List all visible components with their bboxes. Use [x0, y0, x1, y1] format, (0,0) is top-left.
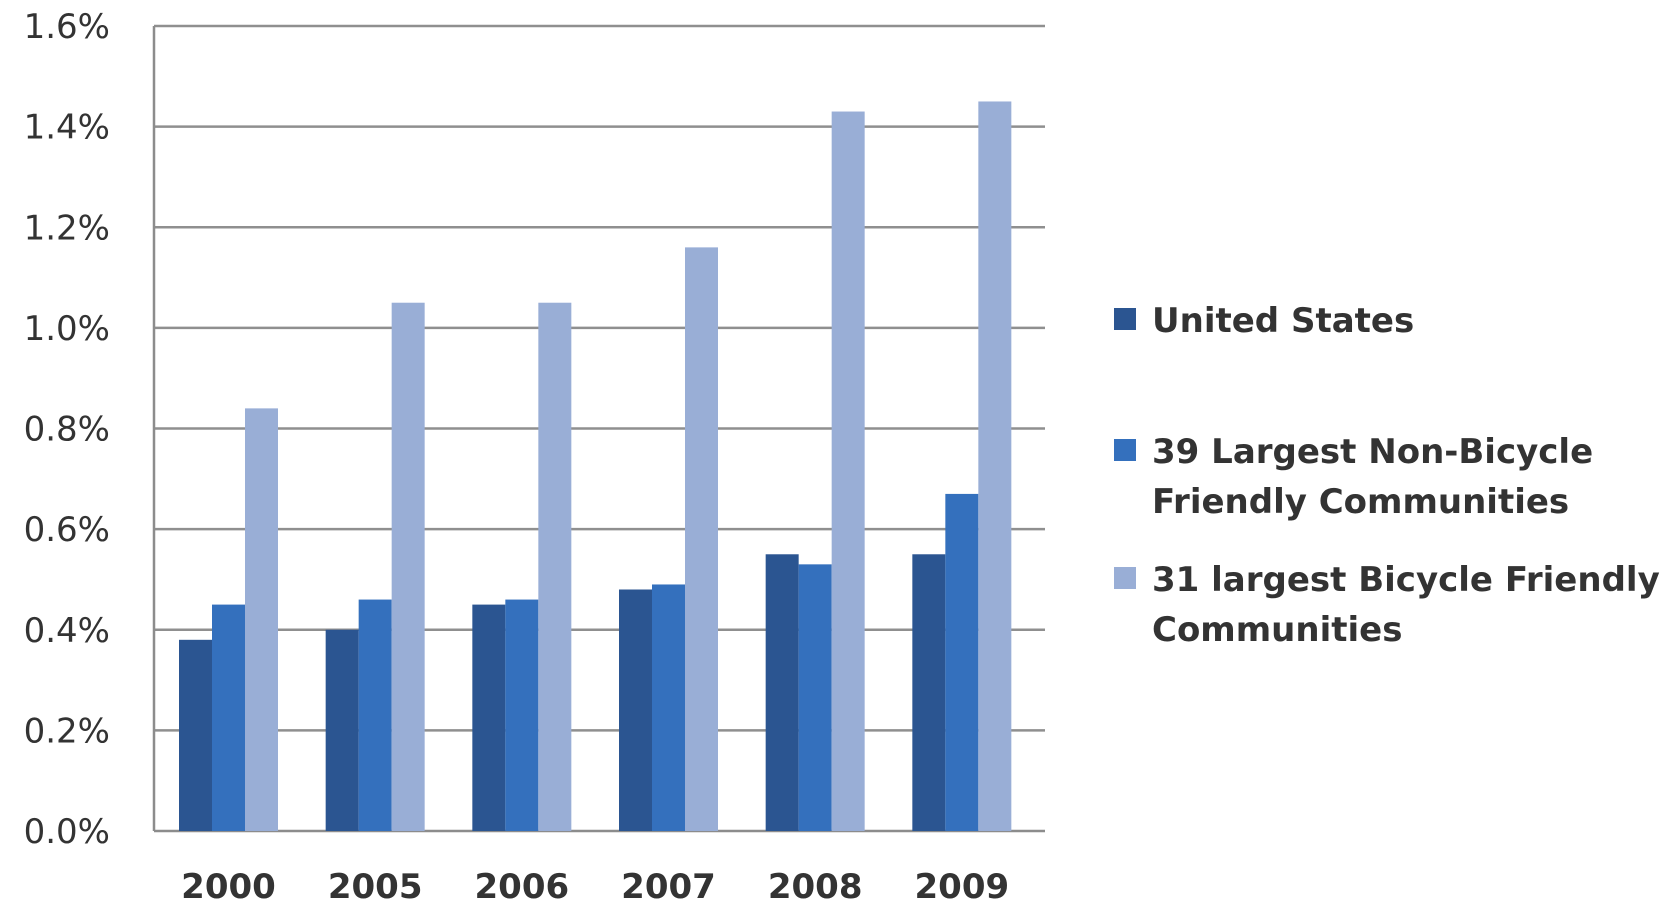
bar-2009-series-3	[978, 101, 1012, 831]
bar-2000-series-1	[179, 639, 212, 831]
x-tick-label: 2007	[621, 867, 716, 907]
x-tick-label: 2006	[475, 867, 570, 907]
bar-2009-series-1	[912, 554, 946, 831]
y-tick-label: 1.0%	[24, 309, 110, 349]
y-tick-label: 0.4%	[24, 611, 110, 651]
y-tick-label: 1.2%	[24, 208, 110, 248]
y-tick-label: 1.6%	[24, 7, 110, 47]
x-tick-label: 2000	[181, 867, 276, 907]
legend-swatch-series-2	[1114, 439, 1136, 461]
y-tick-label: 0.6%	[24, 510, 110, 550]
grid-layer	[154, 24, 1045, 833]
bar-2006-series-1	[472, 604, 506, 831]
bar-2006-series-3	[538, 302, 572, 831]
bar-2009-series-2	[945, 493, 979, 831]
y-tick-label: 1.4%	[24, 108, 110, 148]
bar-2000-series-2	[212, 604, 245, 831]
x-tick-label: 2005	[328, 867, 423, 907]
legend-label-series-1: United States	[1152, 301, 1414, 341]
y-tick-label: 0.0%	[24, 812, 110, 852]
bar-2008-series-1	[765, 554, 799, 831]
bar-2008-series-3	[831, 111, 865, 831]
y-tick-label: 0.2%	[24, 711, 110, 751]
legend-label-series-3: Communities	[1152, 610, 1402, 650]
bar-2005-series-2	[358, 599, 392, 831]
bar-2007-series-3	[685, 247, 718, 831]
bar-2008-series-2	[798, 564, 832, 831]
y-tick-label: 0.8%	[24, 410, 110, 450]
bar-2007-series-2	[652, 584, 685, 831]
x-tick-label: 2009	[915, 867, 1010, 907]
bar-2006-series-2	[505, 599, 539, 831]
bar-2005-series-1	[325, 629, 359, 831]
bars-layer	[179, 101, 1012, 831]
bar-2005-series-3	[391, 302, 425, 831]
legend-swatch-series-1	[1114, 308, 1136, 330]
legend-swatch-series-3	[1114, 567, 1136, 589]
x-tick-label: 2008	[768, 867, 863, 907]
axis-layer: 0.0% 0.2% 0.4% 0.6% 0.8% 1.0% 1.2% 1.4% 1.6% 2000…	[24, 7, 1010, 907]
bar-2007-series-1	[619, 589, 652, 831]
legend-label-series-2: 39 Largest Non-Bicycle	[1152, 432, 1593, 472]
legend-label-series-3: 31 largest Bicycle Friendly	[1152, 560, 1660, 600]
legend-label-series-2: Friendly Communities	[1152, 482, 1569, 522]
bar-2000-series-3	[245, 408, 278, 831]
legend: United States 39 Largest Non-Bicycle Frien…	[1114, 301, 1660, 650]
